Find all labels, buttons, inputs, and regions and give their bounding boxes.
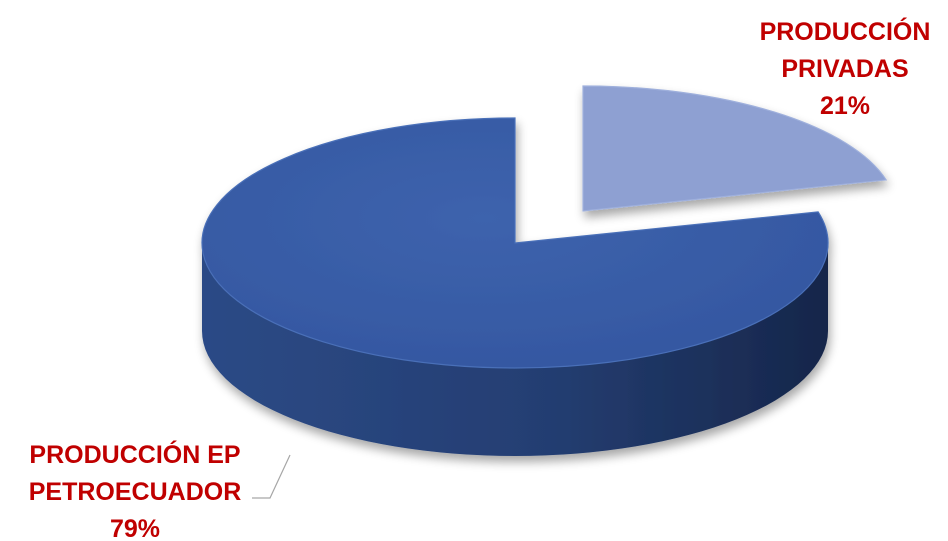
label-privadas-percent: 21% xyxy=(820,92,870,120)
pie-slice-petroecuador xyxy=(201,117,829,456)
label-privadas-line2: PRIVADAS xyxy=(781,55,908,83)
pie-slices xyxy=(201,85,888,456)
slice-label-privadas: PRODUCCIÓN PRIVADAS 21% xyxy=(760,16,931,120)
label-petroecuador-line2: PETROECUADOR xyxy=(29,478,242,506)
pie-slice-privadas xyxy=(582,85,888,212)
slice-side xyxy=(202,243,828,456)
slice-top xyxy=(583,86,887,211)
label-petroecuador-line1: PRODUCCIÓN EP xyxy=(29,439,240,469)
slice-rim xyxy=(201,117,829,369)
slice-label-petroecuador: PRODUCCIÓN EP PETROECUADOR 79% xyxy=(29,439,242,541)
label-petroecuador-percent: 79% xyxy=(110,515,160,541)
label-privadas-line1: PRODUCCIÓN xyxy=(760,16,931,46)
leader-line xyxy=(252,454,291,499)
slice-rim xyxy=(582,85,888,212)
